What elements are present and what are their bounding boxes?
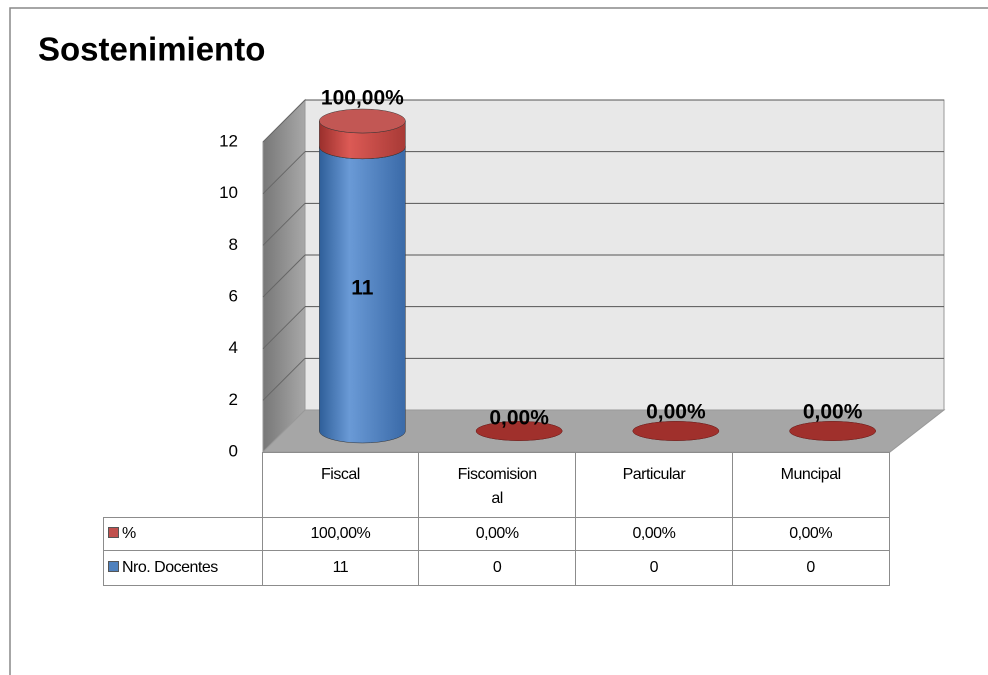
table-cell: 0,00%	[575, 517, 733, 551]
table-cell: Particular	[575, 452, 733, 518]
table-row: Fiscal Fiscomisional Particular Muncipal	[104, 452, 890, 518]
y-tick-label: 12	[219, 131, 238, 150]
legend-entry: %	[103, 517, 263, 551]
data-label: 11	[351, 276, 374, 299]
data-label: 0,00%	[489, 407, 549, 430]
table-cell: 0	[731, 550, 890, 586]
table-cell: Muncipal	[731, 452, 890, 518]
table-cell: 0	[575, 550, 733, 586]
table-row: % 100,00% 0,00% 0,00% 0,00%	[103, 517, 890, 551]
table-cell: 0,00%	[731, 517, 890, 551]
grid-line	[262, 357, 306, 401]
table-cell: 11	[261, 550, 420, 586]
grid-line	[262, 254, 306, 298]
table-cell: Fiscal	[261, 452, 420, 518]
table-cell: 0	[418, 550, 576, 586]
x-tick-label: Fiscal	[320, 466, 360, 483]
bar-segment	[789, 421, 876, 441]
frame	[9, 7, 988, 675]
grid-line	[262, 99, 306, 143]
grid-line	[262, 151, 306, 195]
x-tick-label: Muncipal	[780, 466, 842, 483]
y-tick-label: 6	[229, 286, 238, 305]
grid-line	[262, 202, 306, 246]
y-tick-label: 10	[219, 183, 238, 202]
y-tick-label: 8	[229, 235, 238, 254]
y-tick-label: 4	[229, 338, 238, 357]
table-row: Nro. Docentes 11 0 0 0	[103, 550, 890, 586]
data-label: 0,00%	[803, 401, 863, 424]
y-tick-label: 0	[229, 441, 238, 460]
grid-line	[262, 306, 306, 350]
bar-top	[319, 108, 406, 134]
x-tick-label: Particular	[622, 466, 686, 483]
data-table: Fiscal Fiscomisional Particular Muncipal% 10…	[103, 452, 890, 586]
data-label: 0,00%	[646, 401, 706, 424]
table-cell: 0,00%	[418, 517, 576, 551]
y-tick-label: 2	[229, 390, 238, 409]
x-tick-label: Fiscomisional	[457, 466, 537, 507]
data-label: 100,00%	[321, 87, 404, 110]
legend-entry: Nro. Docentes	[103, 550, 263, 586]
legend-label: %	[122, 525, 136, 542]
table-cell: 100,00%	[261, 517, 420, 551]
table-corner	[104, 453, 263, 518]
legend-label: Nro. Docentes	[122, 559, 218, 576]
chart-title: Sostenimiento	[38, 31, 265, 68]
bar-segment	[632, 421, 720, 441]
legend-swatch	[108, 527, 119, 538]
table-cell: Fiscomisional	[418, 452, 576, 518]
legend-swatch	[108, 561, 119, 572]
bar-segment	[475, 421, 563, 441]
